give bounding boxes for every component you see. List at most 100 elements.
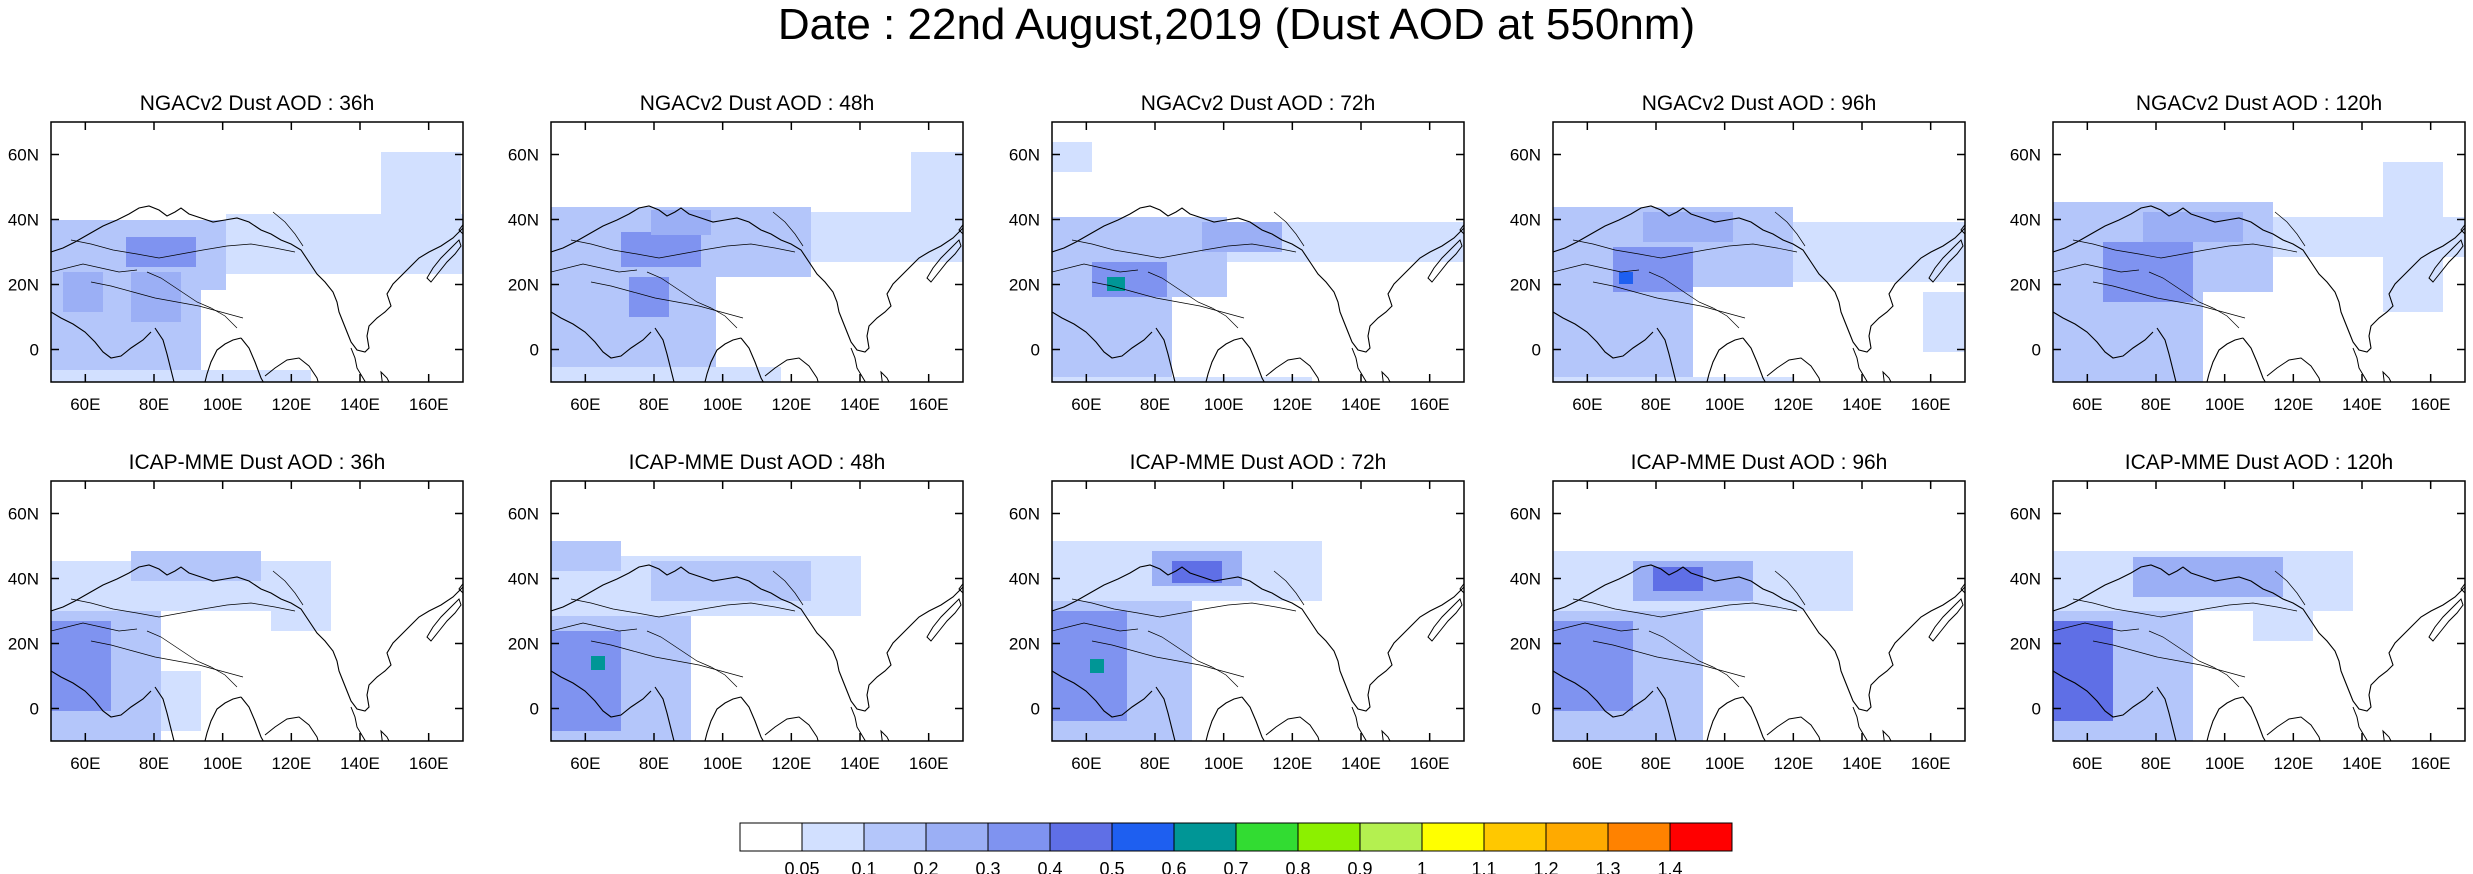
map-panel: 60E 80E 100E 120E 140E 160E 60N 40N 20N 0 [1009, 480, 1465, 773]
lat-tick-label: 40N [508, 211, 539, 230]
colorbar-label: 1.2 [1533, 859, 1558, 874]
lon-tick-label: 140E [340, 754, 380, 773]
lon-tick-label: 140E [840, 754, 880, 773]
lat-tick-label: 0 [1532, 700, 1541, 719]
lat-tick-label: 0 [2032, 700, 2041, 719]
dust-cell [2103, 242, 2193, 302]
lon-tick-label: 100E [703, 395, 743, 414]
lon-tick-label: 120E [771, 395, 811, 414]
dust-cell [1052, 297, 1172, 377]
colorbar-swatch [1173, 822, 1237, 852]
lat-tick-label: 20N [2010, 635, 2041, 654]
dust-field [2053, 532, 2465, 741]
lat-tick-label: 60N [508, 146, 539, 165]
panel-title: NGACv2 Dust AOD : 96h [1641, 92, 1877, 115]
lat-tick-label: 0 [30, 341, 39, 360]
lon-tick-label: 60E [70, 395, 100, 414]
lon-tick-label: 80E [2141, 395, 2171, 414]
dust-cell [1923, 292, 1965, 352]
dust-field [1052, 142, 1464, 382]
lat-tick-label: 40N [508, 570, 539, 589]
lon-tick-label: 120E [1773, 395, 1813, 414]
colorbar-label: 0.1 [851, 859, 876, 874]
dust-cell [2143, 212, 2243, 242]
lon-tick-label: 100E [2205, 754, 2245, 773]
lat-tick-label: 40N [1510, 570, 1541, 589]
map-panel: 60E 80E 100E 120E 140E 160E 60N 40N 20N 0 [2010, 121, 2466, 414]
panel-title: NGACv2 Dust AOD : 72h [1140, 92, 1376, 115]
map-frame [1051, 480, 1465, 742]
lat-tick-label: 0 [530, 341, 539, 360]
lon-tick-label: 100E [203, 395, 243, 414]
colorbar-label: 0.4 [1037, 859, 1062, 874]
lat-tick-label: 40N [2010, 211, 2041, 230]
map-panel: 60E 80E 100E 120E 140E 160E 60N 40N 20N 0 [1510, 121, 1966, 414]
figure-title: Date : 22nd August,2019 (Dust AOD at 550… [777, 0, 1696, 49]
lat-tick-label: 0 [1031, 700, 1040, 719]
dust-cell [1090, 659, 1104, 673]
lon-tick-label: 140E [340, 395, 380, 414]
dust-field [51, 152, 463, 382]
lon-tick-label: 160E [409, 395, 449, 414]
colorbar-swatch [863, 822, 927, 852]
map-panel: 60E 80E 100E 120E 140E 160E 60N 40N 20N 0 [508, 480, 964, 773]
lon-tick-label: 60E [1572, 754, 1602, 773]
colorbar-label: 0.6 [1161, 859, 1186, 874]
lat-tick-label: 60N [1510, 146, 1541, 165]
lon-tick-label: 120E [1272, 395, 1312, 414]
dust-field [1553, 173, 1965, 382]
lon-tick-label: 140E [2342, 395, 2382, 414]
lat-tick-label: 20N [2010, 276, 2041, 295]
lat-tick-label: 20N [1009, 276, 1040, 295]
dust-cell [226, 214, 463, 274]
lon-tick-label: 160E [2411, 395, 2451, 414]
dust-cell [591, 656, 605, 670]
lat-tick-label: 20N [1009, 635, 1040, 654]
panel-title: NGACv2 Dust AOD : 36h [139, 92, 375, 115]
map-frame [550, 480, 964, 742]
lon-tick-label: 60E [1071, 395, 1101, 414]
dust-cell [551, 541, 621, 571]
colorbar-swatch [1483, 822, 1547, 852]
lon-tick-label: 80E [639, 395, 669, 414]
lon-tick-label: 100E [1204, 395, 1244, 414]
lat-tick-label: 40N [1510, 211, 1541, 230]
lon-tick-label: 120E [1773, 754, 1813, 773]
lat-tick-label: 60N [8, 146, 39, 165]
colorbar-label: 0.05 [784, 859, 819, 874]
lon-tick-label: 160E [409, 754, 449, 773]
lon-tick-label: 120E [771, 754, 811, 773]
map-frame [1552, 121, 1966, 383]
lat-tick-label: 60N [8, 505, 39, 524]
lat-tick-label: 40N [2010, 570, 2041, 589]
lon-tick-label: 160E [1410, 395, 1450, 414]
dust-cell [271, 601, 331, 631]
colorbar-label: 0.3 [975, 859, 1000, 874]
lat-tick-label: 40N [8, 570, 39, 589]
colorbar-swatch [1545, 822, 1609, 852]
dust-field [51, 532, 463, 741]
colorbar-swatch [987, 822, 1051, 852]
lon-tick-label: 120E [271, 395, 311, 414]
dust-cell [131, 272, 181, 322]
colorbar-label: 1.3 [1595, 859, 1620, 874]
panel-title: ICAP-MME Dust AOD : 120h [2124, 451, 2394, 474]
colorbar-label: 0.5 [1099, 859, 1124, 874]
colorbar-label: 0.2 [913, 859, 938, 874]
lon-tick-label: 160E [2411, 754, 2451, 773]
lon-tick-label: 60E [70, 754, 100, 773]
map-frame [1552, 480, 1966, 742]
lat-tick-label: 60N [508, 505, 539, 524]
dust-cell [51, 370, 311, 382]
dust-field [551, 532, 963, 741]
lon-tick-label: 100E [1705, 395, 1745, 414]
colorbar-swatch [925, 822, 989, 852]
dust-cell [1553, 621, 1633, 711]
panel-title: NGACv2 Dust AOD : 48h [639, 92, 875, 115]
colorbar-swatch [1421, 822, 1485, 852]
dust-cell [2053, 621, 2113, 721]
lon-tick-label: 80E [139, 395, 169, 414]
dust-cell [651, 210, 711, 235]
colorbar-label: 1.4 [1657, 859, 1682, 874]
